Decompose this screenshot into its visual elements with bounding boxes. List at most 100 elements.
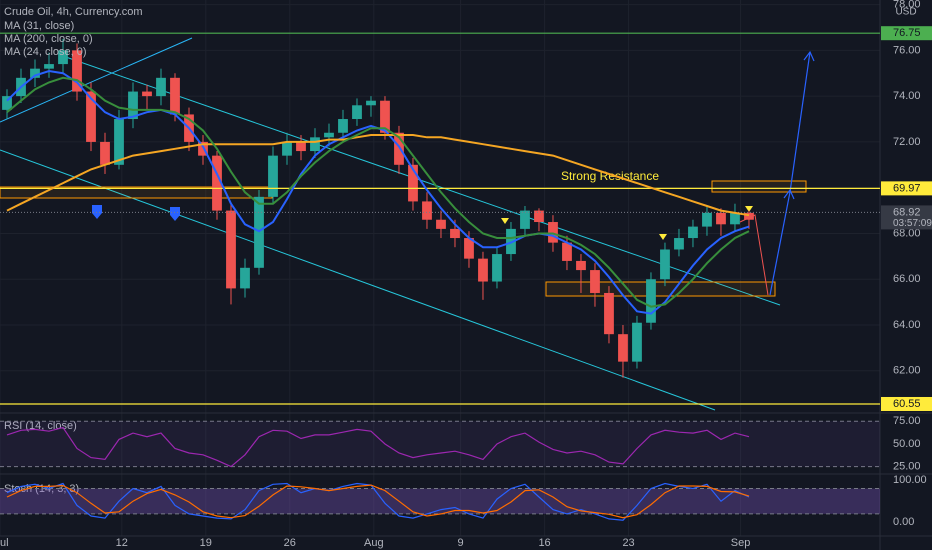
candle-body [240,267,250,289]
marker [170,207,180,221]
candle-body [744,212,754,220]
candle-body [478,258,488,282]
y-tick-label: 66.00 [893,273,921,285]
candle-body [198,141,208,156]
marker [92,205,102,219]
candle-body [688,226,698,239]
candle-body [422,201,432,220]
marker [501,218,509,224]
x-tick-label: 26 [284,537,296,549]
level-tag [881,396,932,411]
y-tick-label: 78.00 [893,0,921,10]
candle-body [394,132,404,165]
last-price-label: 68.92 [893,206,921,218]
candle-body [58,50,68,65]
y-tick-label: 64.00 [893,319,921,331]
x-tick-label: ul [0,537,9,549]
candle-body [254,196,264,268]
candle-body [506,228,516,255]
candle-body [646,279,656,323]
x-tick-label: Aug [364,537,384,549]
zone-box [711,180,807,193]
candle-body [534,210,544,223]
y-tick-label: 25.00 [893,461,921,473]
candle-body [352,105,362,120]
candle-body [436,219,446,229]
candle-body [464,238,474,259]
candle-body [730,212,740,225]
candle-body [156,77,166,97]
candle-body [702,212,712,227]
candle-body [324,132,334,138]
y-tick-label: 75.00 [893,415,921,427]
last-price-tag [881,205,932,230]
band-fill [0,421,880,467]
candle-body [282,141,292,156]
y-tick-label: 0.00 [893,516,914,528]
candle-body [618,334,628,362]
candle-body [548,222,558,243]
y-tick-label: 76.00 [893,44,921,56]
legend-entry: MA (200, close, 0) [4,33,93,45]
candle-body [632,322,642,362]
x-tick-label: 9 [458,537,464,549]
path-arrow [769,191,791,296]
y-tick-label: 68.00 [893,227,921,239]
x-tick-label: 19 [200,537,212,549]
candle-body [2,96,12,110]
candle-body [660,249,670,280]
indicator-line [6,76,750,308]
marker [659,234,667,240]
candle-body [408,164,418,202]
candle-body [590,270,600,293]
x-tick-label: 12 [116,537,128,549]
x-tick-label: Sep [731,537,751,549]
level-label: 76.75 [893,27,921,39]
zone-box [545,281,776,297]
countdown-label: 03:57:09 [893,218,932,229]
legend-title: Crude Oil, 4h, Currency.com [4,6,143,18]
marker [745,206,753,212]
level-tag [881,181,932,196]
path-arrow [789,51,811,193]
candle-body [562,242,572,261]
candle-body [338,119,348,133]
candle-body [604,292,614,335]
candle-body [114,119,124,165]
candle-body [226,210,236,289]
annotation: Strong Resistance [561,169,659,183]
candle-body [492,254,502,282]
indicator-line [6,426,750,468]
candle-body [450,228,460,239]
y-tick-label: 74.00 [893,90,921,102]
y-tick-label: 50.00 [893,438,921,450]
candle-body [310,137,320,152]
y-tick-label: 100.00 [893,474,927,486]
candle-body [30,68,40,78]
y-tick-label: 62.00 [893,365,921,377]
level-tag [881,26,932,41]
candle-body [380,100,390,133]
channel-lower [0,149,716,411]
level-label: 69.97 [893,182,921,194]
legend-entry: MA (24, close, 0) [4,46,87,58]
y-tick-label: 72.00 [893,136,921,148]
candle-body [142,91,152,97]
candle-body [296,141,306,152]
candle-body [520,210,530,229]
candle-body [212,155,222,211]
arrow-head [783,188,795,200]
candle-body [44,64,54,69]
level-label: 60.55 [893,398,921,410]
candle-body [72,50,82,92]
x-tick-label: 23 [622,537,634,549]
candle-body [366,100,376,106]
candle-body [128,91,138,120]
arrow-head [803,50,815,62]
x-tick-label: 16 [538,537,550,549]
candle-body [716,212,726,225]
candle-body [170,77,180,115]
candle-body [100,141,110,165]
